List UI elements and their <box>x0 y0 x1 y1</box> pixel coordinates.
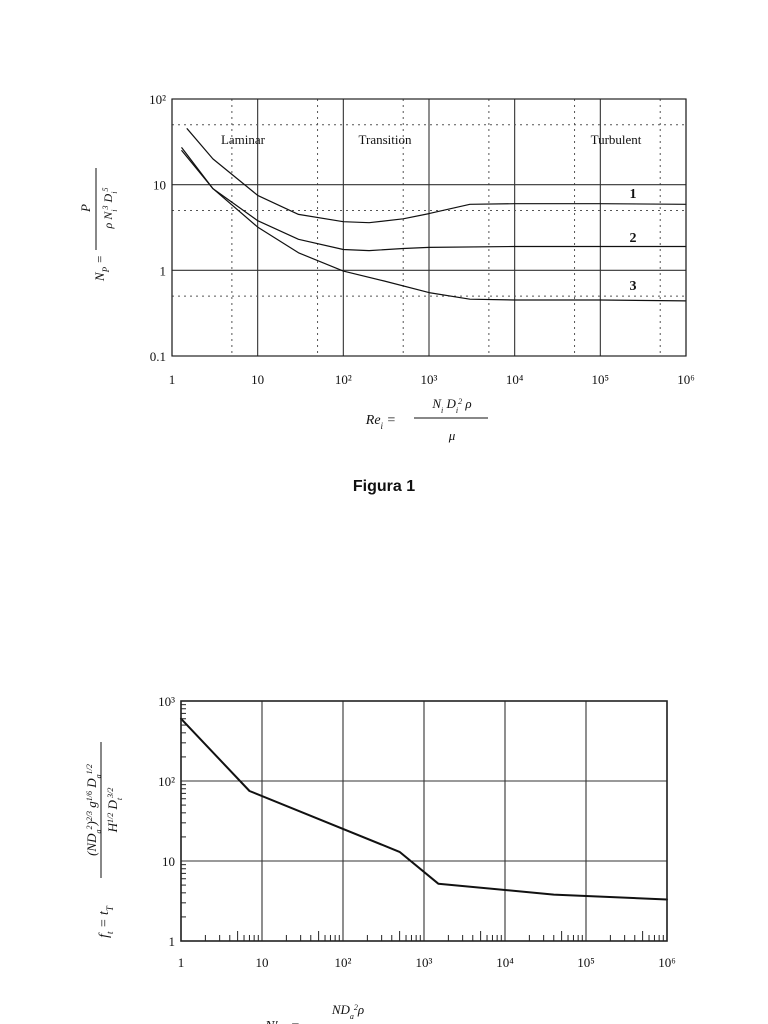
series-label-1: 1 <box>630 187 637 202</box>
series-line-2 <box>181 147 687 252</box>
x-tick-label: 10⁶ <box>658 955 676 970</box>
chart1-ylabel-np: NP = <box>92 255 111 282</box>
x-tick-label: 10 <box>251 372 264 387</box>
x-tick-label: 10⁶ <box>677 372 695 387</box>
chart1-xlabel-re: Rei = <box>365 413 396 431</box>
chart1-x-axis-label: Rei = Ni Di2 ρ μ <box>365 396 488 443</box>
chart2-ylabel-numerator: (NDa2)2/3 g1/6 Da1/2 <box>84 764 103 856</box>
region-label-turbulent: Turbulent <box>591 132 642 147</box>
chart2-ylabel-denominator: H1/2 Dt3/2 <box>105 788 124 834</box>
x-tick-label: 10⁴ <box>496 955 514 970</box>
chart2-x-axis-label: N′Re = NDa2ρ <box>264 1002 364 1024</box>
y-tick-label: 0.1 <box>150 349 166 364</box>
chart2-plot-frame <box>180 700 668 942</box>
y-tick-label: 10³ <box>158 694 175 709</box>
x-tick-label: 10⁵ <box>577 955 595 970</box>
x-tick-label: 10³ <box>416 955 433 970</box>
chart1-y-axis-label: NP = P ρ Ni3 Di5 <box>78 168 119 282</box>
x-tick-label: 1 <box>178 955 185 970</box>
chart2-grid <box>180 700 668 942</box>
x-tick-label: 10⁵ <box>592 372 610 387</box>
region-label-laminar: Laminar <box>221 132 266 147</box>
chart2-xlabel-re: N′Re = <box>264 1019 300 1024</box>
chart2-y-axis-label: ft = tT (NDa2)2/3 g1/6 Da1/2 H1/2 Dt3/2 <box>84 742 124 938</box>
y-tick-label: 10² <box>149 92 166 107</box>
series-line-1 <box>180 717 668 901</box>
series-line-3 <box>181 150 687 302</box>
chart1-plot-frame <box>171 98 687 357</box>
chart2-series-group <box>180 717 668 901</box>
chart1-xlabel-numerator: Ni Di2 ρ <box>431 396 471 415</box>
y-tick-label: 10² <box>158 774 175 789</box>
chart1-xlabel-denominator: μ <box>448 428 456 443</box>
x-tick-label: 1 <box>169 372 176 387</box>
series-label-3: 3 <box>630 279 637 294</box>
chart1-ylabel-denominator: ρ Ni3 Di5 <box>101 188 119 230</box>
y-tick-label: 10 <box>153 178 166 193</box>
region-label-transition: Transition <box>359 132 412 147</box>
series-label-2: 2 <box>630 231 637 246</box>
y-tick-label: 1 <box>160 263 167 278</box>
mixing-time-chart: 1 10 10² 10³ 10⁴ 10⁵ 10⁶ 1 10 10² 10³ ft = tT (NDa… <box>84 694 676 1024</box>
y-tick-label: 1 <box>169 934 176 949</box>
figure-caption: Figura 1 <box>352 478 416 495</box>
series-line-1 <box>186 128 687 224</box>
x-tick-label: 10² <box>335 372 352 387</box>
chart2-tick-labels: 1 10 10² 10³ 10⁴ 10⁵ 10⁶ 1 10 10² 10³ <box>158 694 676 970</box>
chart2-ylabel-ft: ft = tT <box>97 905 115 938</box>
x-tick-label: 10² <box>335 955 352 970</box>
chart1-series-group <box>181 128 687 302</box>
chart2-xlabel-numerator: NDa2ρ <box>331 1002 364 1021</box>
x-tick-label: 10 <box>256 955 269 970</box>
chart1-ylabel-numerator: P <box>78 204 93 213</box>
x-tick-label: 10⁴ <box>506 372 524 387</box>
y-tick-label: 10 <box>162 854 175 869</box>
x-tick-label: 10³ <box>421 372 438 387</box>
